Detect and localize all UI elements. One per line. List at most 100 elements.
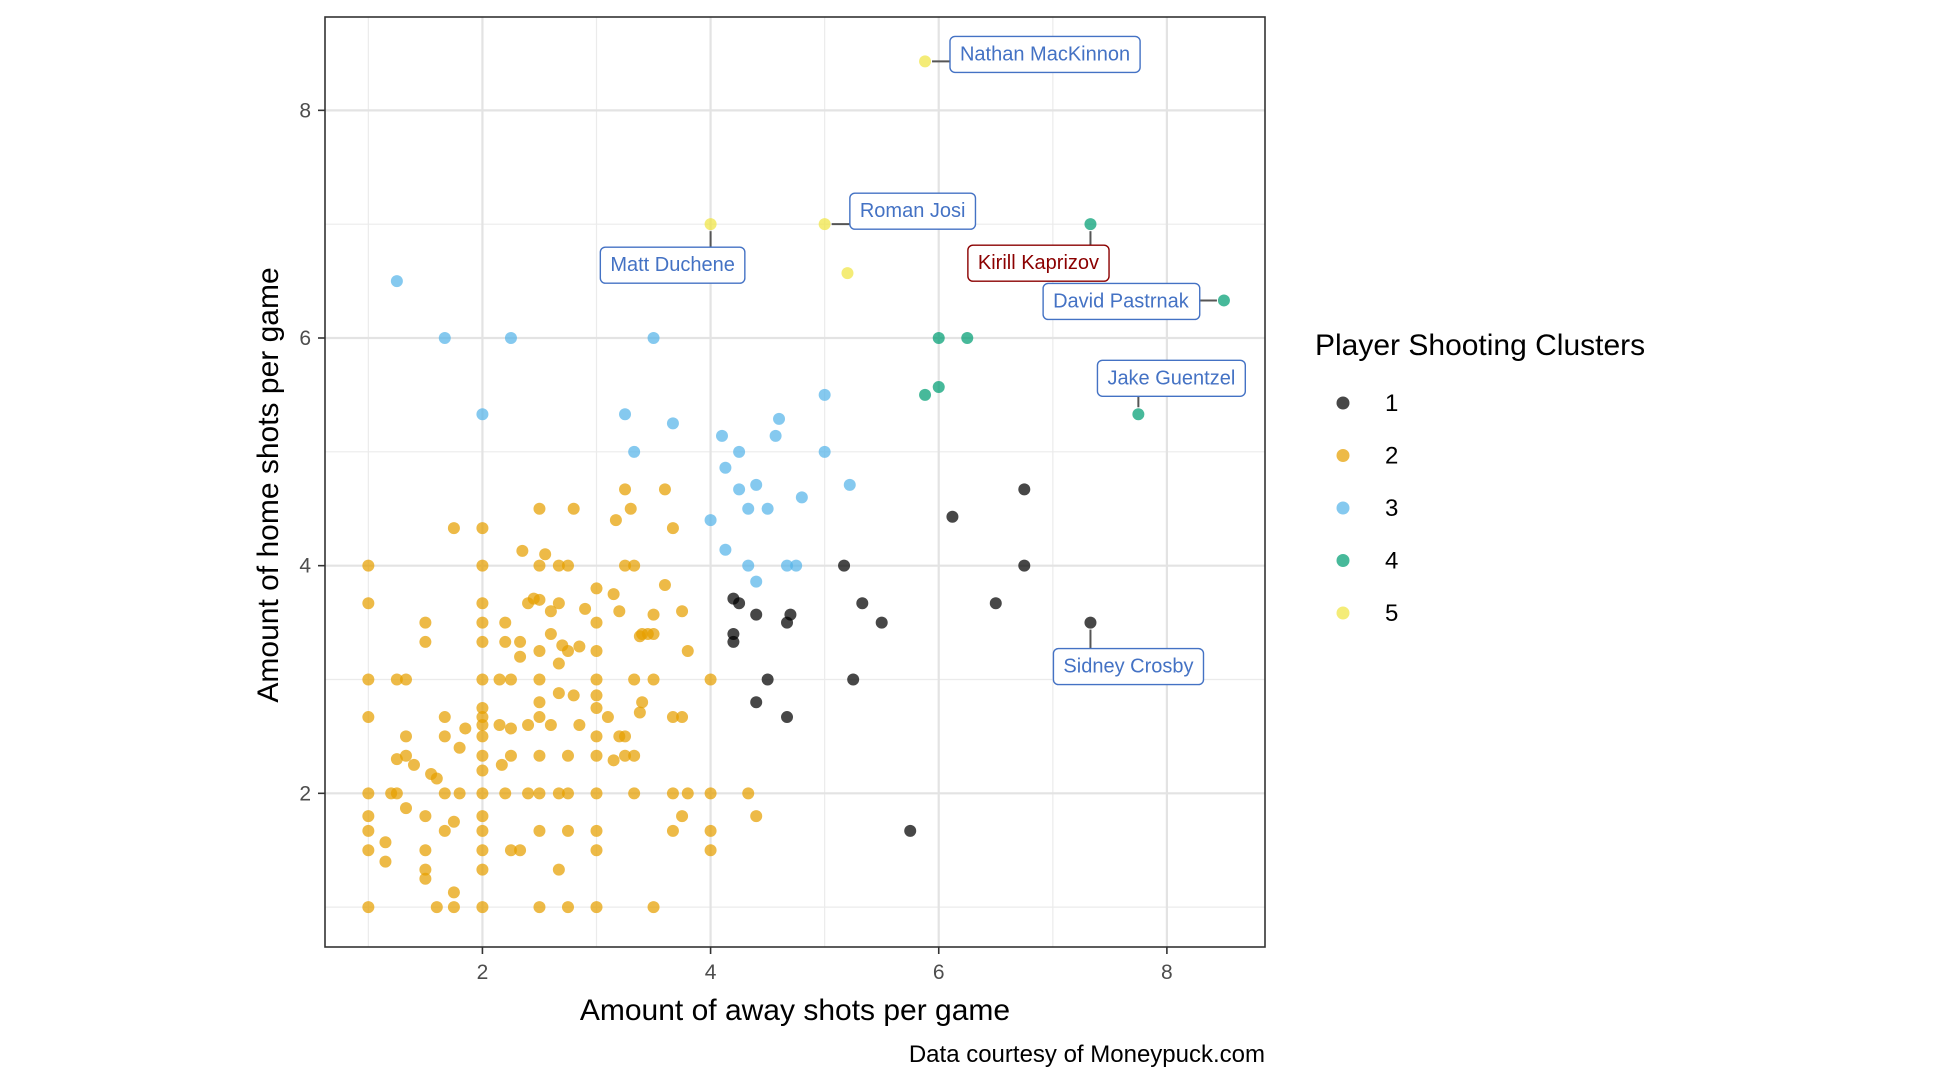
data-point-cluster-2 — [704, 844, 717, 857]
data-point-cluster-3 — [438, 332, 451, 345]
data-point-cluster-2 — [362, 711, 375, 724]
data-point-cluster-2 — [476, 719, 489, 732]
y-axis: 2 4 6 8 — [299, 99, 325, 805]
data-point-cluster-2 — [493, 719, 506, 732]
data-point-cluster-2 — [533, 593, 546, 606]
data-point-cluster-2 — [750, 810, 763, 823]
data-point-cluster-2 — [476, 616, 489, 629]
data-point-cluster-3 — [390, 275, 403, 288]
data-point-cluster-2 — [590, 824, 603, 837]
data-point-cluster-2 — [573, 640, 586, 653]
data-point-cluster-1 — [838, 559, 851, 572]
data-point-cluster-2 — [379, 855, 392, 868]
data-point-cluster-2 — [499, 635, 512, 648]
data-point-cluster-2 — [666, 711, 679, 724]
x-tick-label: 8 — [1161, 961, 1173, 984]
data-point-cluster-2 — [476, 522, 489, 535]
x-tick-label: 6 — [933, 961, 945, 984]
data-point-cluster-2 — [552, 787, 565, 800]
data-point-cluster-3 — [790, 559, 803, 572]
data-point-cluster-2 — [628, 749, 641, 762]
data-point-cluster-2 — [399, 802, 412, 815]
annotation-nathan-mackinnon: Nathan MacKinnon — [949, 35, 1141, 74]
data-point-cluster-1 — [989, 597, 1002, 610]
legend-label-3: 3 — [1385, 495, 1398, 522]
data-point-cluster-2 — [590, 582, 603, 595]
data-point-cluster-3 — [504, 332, 517, 345]
data-point-cluster-3 — [818, 388, 831, 401]
data-point-cluster-2 — [438, 787, 451, 800]
data-point-cluster-2 — [499, 616, 512, 629]
data-point-cluster-2 — [609, 514, 622, 527]
data-point-cluster-2 — [590, 673, 603, 686]
data-point-cluster-2 — [590, 730, 603, 743]
legend-label-5: 5 — [1385, 600, 1398, 627]
data-point-cluster-2 — [633, 706, 646, 719]
data-point-cluster-2 — [619, 483, 632, 496]
data-point-cluster-2 — [533, 696, 546, 709]
y-tick-label: 2 — [299, 782, 311, 805]
annotation-sidney-crosby: Sidney Crosby — [1052, 647, 1205, 686]
annotation-jake-guentzel: Jake Guentzel — [1096, 359, 1247, 397]
data-point-cluster-1 — [1018, 559, 1031, 572]
data-point-cluster-2 — [647, 608, 660, 621]
data-point-cluster-2 — [438, 730, 451, 743]
data-point-cluster-2 — [419, 810, 432, 823]
data-point-cluster-4 — [919, 388, 932, 401]
data-point-cluster-2 — [628, 559, 641, 572]
data-point-cluster-2 — [624, 502, 637, 515]
data-point-cluster-2 — [619, 730, 632, 743]
y-tick-label: 6 — [299, 327, 311, 350]
data-point-cluster-2 — [476, 787, 489, 800]
data-point-cluster-2 — [476, 844, 489, 857]
legend-label-1: 1 — [1385, 390, 1398, 417]
data-point-cluster-2 — [514, 635, 527, 648]
data-point-cluster-3 — [750, 478, 763, 491]
data-point-cluster-4 — [1132, 408, 1145, 421]
data-point-cluster-1 — [727, 635, 740, 648]
legend-label-2: 2 — [1385, 443, 1398, 470]
data-point-cluster-2 — [399, 749, 412, 762]
data-point-cluster-3 — [704, 514, 717, 527]
data-point-cluster-1 — [750, 608, 763, 621]
data-point-cluster-2 — [647, 901, 660, 914]
annotation-box — [599, 246, 746, 284]
data-point-cluster-2 — [607, 754, 620, 767]
data-points — [362, 55, 1230, 914]
legend-key-1 — [1336, 396, 1350, 410]
data-point-cluster-4 — [932, 380, 945, 393]
data-point-cluster-2 — [447, 886, 460, 899]
data-point-cluster-2 — [362, 844, 375, 857]
data-point-cluster-3 — [773, 412, 786, 425]
data-point-cluster-1 — [1084, 616, 1097, 629]
annotation-matt-duchene: Matt Duchene — [599, 246, 746, 284]
x-axis-title: Amount of away shots per game — [580, 994, 1010, 1027]
data-point-cluster-2 — [362, 787, 375, 800]
annotation-kirill-kaprizov: Kirill Kaprizov — [967, 244, 1110, 282]
data-point-cluster-5 — [818, 218, 831, 231]
legend-key-3 — [1336, 501, 1350, 515]
data-point-cluster-2 — [567, 502, 580, 515]
data-point-cluster-2 — [495, 758, 508, 771]
data-point-cluster-2 — [399, 730, 412, 743]
data-point-cluster-3 — [619, 408, 632, 421]
data-point-cluster-2 — [590, 844, 603, 857]
legend: Player Shooting Clusters 1 2 3 4 5 — [1315, 329, 1645, 627]
data-point-cluster-1 — [1018, 483, 1031, 496]
x-tick-label: 2 — [477, 961, 489, 984]
data-point-cluster-2 — [419, 844, 432, 857]
data-point-cluster-2 — [552, 657, 565, 670]
data-point-cluster-2 — [504, 722, 517, 735]
data-point-cluster-2 — [533, 824, 546, 837]
data-point-cluster-3 — [750, 575, 763, 588]
annotation-box — [1052, 647, 1205, 686]
annotation-label: Kirill Kaprizov — [978, 252, 1099, 274]
data-point-cluster-2 — [504, 749, 517, 762]
data-point-cluster-2 — [447, 815, 460, 828]
data-point-cluster-1 — [856, 597, 869, 610]
data-point-cluster-2 — [390, 673, 403, 686]
data-point-cluster-2 — [544, 605, 557, 618]
data-point-cluster-2 — [561, 559, 574, 572]
data-point-cluster-2 — [504, 673, 517, 686]
